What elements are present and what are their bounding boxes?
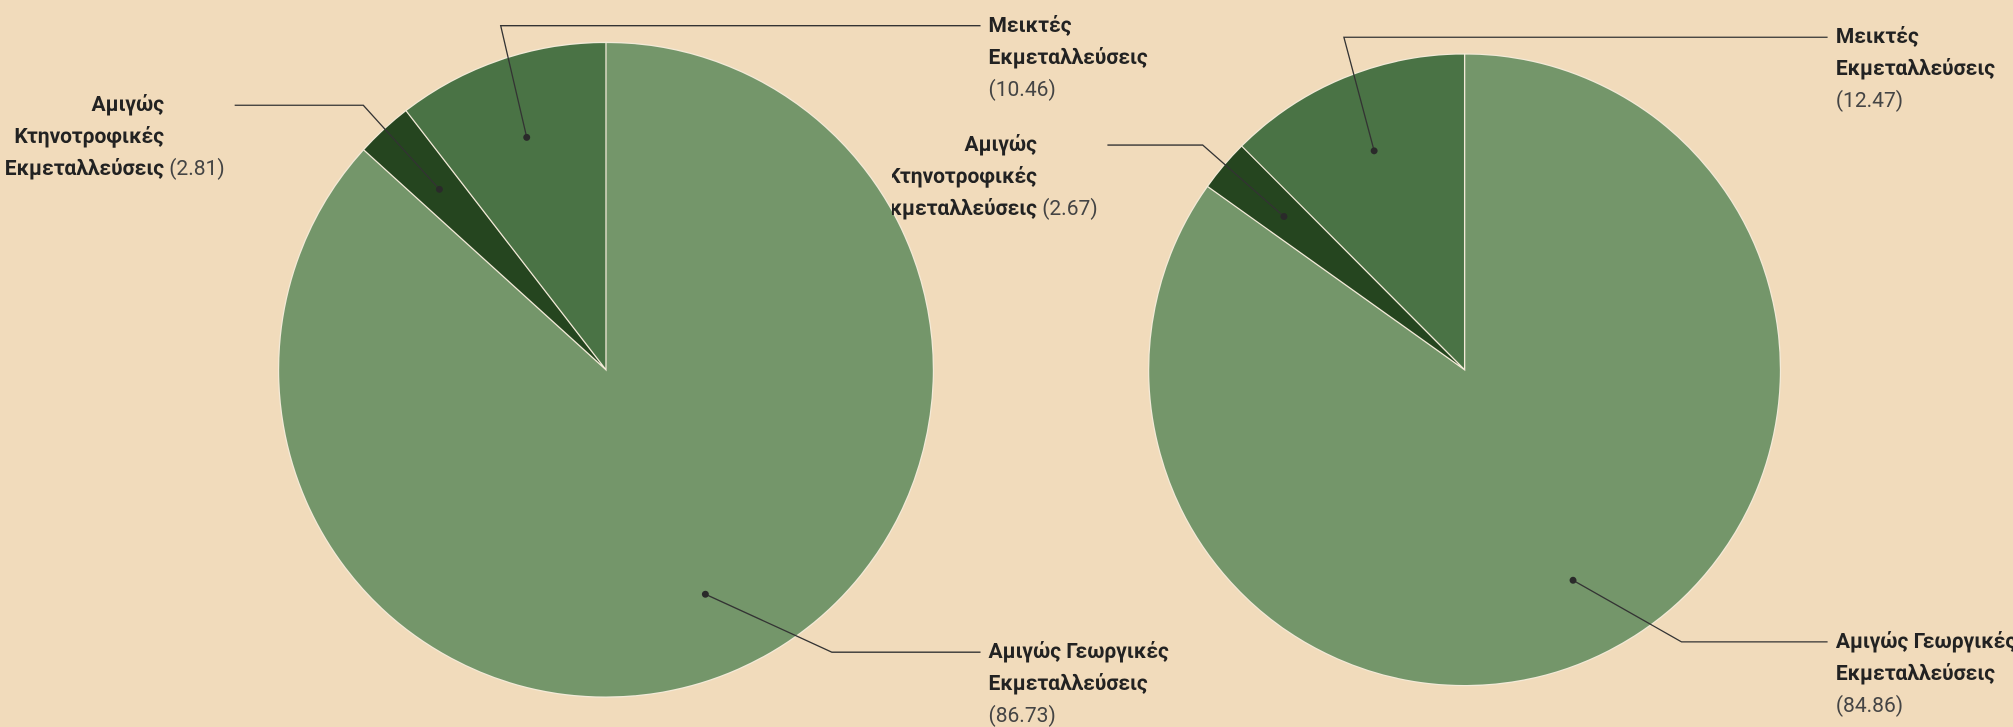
slice-label: Μεικτές Εκμεταλλεύσεις (10.46) bbox=[989, 10, 1197, 106]
slice-value: (86.73) bbox=[988, 704, 1056, 727]
pie-svg bbox=[234, 25, 981, 698]
slice-value: (12.47) bbox=[1835, 89, 1904, 114]
slice-name: Αμιγώς Γεωργικές Εκμεταλλεύσεις bbox=[1835, 629, 2013, 686]
leader-line bbox=[499, 25, 981, 138]
slice-name: Αμιγώς Γεωργικές Εκμεταλλεύσεις bbox=[988, 640, 1169, 697]
slice-label: Αμιγώς Γεωργικές Εκμεταλλεύσεις (84.86) bbox=[1836, 626, 2013, 722]
leader-line bbox=[234, 104, 440, 190]
leader-dot bbox=[701, 590, 709, 598]
pie-svg bbox=[1107, 36, 1828, 687]
leader-dot bbox=[435, 185, 443, 193]
pie-chart: Αμιγώς Γεωργικές Εκμεταλλεύσεις (84.86) Α… bbox=[892, 0, 2013, 727]
slice-value: (2.67) bbox=[1042, 197, 1098, 222]
slice-label: Αμιγώς Κτηνοτροφικές Εκμεταλλεύσεις (2.6… bbox=[892, 129, 1097, 225]
slice-label: Αμιγώς Κτηνοτροφικές Εκμεταλλεύσεις (2.8… bbox=[0, 89, 225, 185]
slice-name: Αμιγώς Κτηνοτροφικές Εκμεταλλεύσεις bbox=[4, 93, 164, 182]
pie-slice bbox=[405, 41, 607, 372]
slice-value: (10.46) bbox=[988, 77, 1056, 102]
slice-name: Μεικτές Εκμεταλλεύσεις bbox=[1835, 25, 1996, 82]
pie-slice bbox=[277, 41, 934, 698]
slice-label: Μεικτές Εκμεταλλεύσεις (12.47) bbox=[1836, 21, 2013, 117]
slice-name: Μεικτές Εκμεταλλεύσεις bbox=[988, 13, 1148, 70]
leader-line bbox=[1343, 36, 1828, 151]
leader-dot bbox=[1370, 147, 1378, 155]
slice-label: Αμιγώς Γεωργικές Εκμεταλλεύσεις (86.73) bbox=[989, 636, 1197, 727]
leader-line bbox=[705, 593, 981, 653]
leader-dot bbox=[1280, 213, 1288, 221]
leader-dot bbox=[1569, 576, 1577, 584]
pie-slice bbox=[1241, 53, 1466, 372]
leader-line bbox=[1107, 144, 1285, 218]
slice-value: (84.86) bbox=[1835, 693, 1904, 718]
pie-chart: Αμιγώς Γεωργικές Εκμεταλλεύσεις (86.73) Α… bbox=[0, 10, 1197, 727]
slice-value: (2.81) bbox=[169, 157, 225, 182]
slice-name: Αμιγώς Κτηνοτροφικές Εκμεταλλεύσεις bbox=[892, 133, 1037, 222]
leader-dot bbox=[523, 133, 531, 141]
leader-line bbox=[1572, 579, 1828, 643]
